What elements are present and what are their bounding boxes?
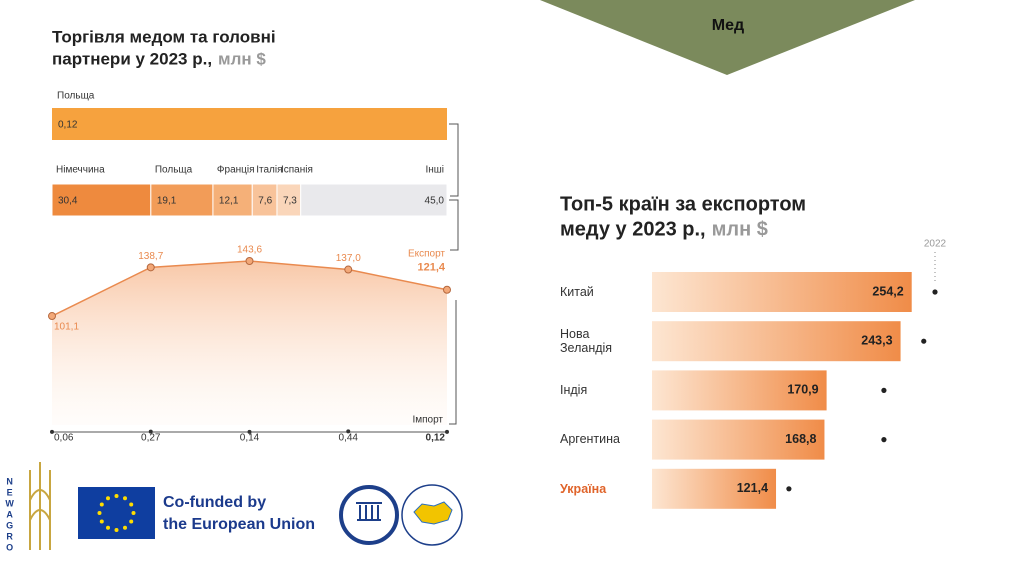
category-label: Індія	[560, 383, 588, 398]
eu-star	[106, 525, 110, 530]
university-logo-columns	[356, 502, 382, 521]
eu-star	[114, 494, 119, 498]
bar	[652, 419, 825, 460]
value-label: 121,4	[737, 481, 768, 495]
category-label: Франція	[217, 165, 255, 176]
point	[346, 429, 351, 434]
value-label: 121,4	[417, 262, 445, 274]
value-label: 143,6	[237, 245, 262, 256]
value-label: 7,3	[283, 196, 297, 207]
eu-star	[106, 496, 110, 501]
eu-star	[97, 511, 102, 515]
newagro-vertical: NEWAGRO	[5, 477, 15, 554]
legend-label: 2022	[924, 239, 947, 250]
area	[52, 261, 447, 425]
point	[146, 263, 155, 272]
eu-star	[114, 528, 119, 532]
ukraine-map	[413, 501, 453, 525]
category-label: Німеччина	[56, 165, 105, 176]
value-label: 0,27	[141, 433, 161, 444]
bracket	[449, 123, 459, 197]
value-label: 168,8	[785, 432, 816, 446]
marker-2022	[786, 486, 792, 492]
category-label: Італія	[256, 165, 282, 176]
bar	[652, 370, 827, 411]
category-label: Польща	[57, 91, 95, 102]
value-label: 137,0	[336, 253, 361, 264]
category-label: Польща	[155, 165, 193, 176]
header-banner	[540, 0, 915, 75]
chart-title-unit: млн $	[218, 49, 266, 68]
series-label: Імпорт	[412, 415, 443, 426]
header-title: Мед	[712, 17, 744, 34]
bar-segment	[300, 183, 448, 217]
value-label: 0,12	[426, 433, 446, 444]
eu-star	[99, 519, 104, 524]
value-label: 12,1	[219, 196, 239, 207]
chart-title-unit: млн $	[712, 218, 768, 240]
chart-title: Торгівля медом та головні	[52, 27, 276, 46]
bar	[652, 321, 901, 362]
bar-segment	[150, 183, 214, 217]
marker-2022	[881, 387, 887, 393]
chart-title: партнери у 2023 р.,	[52, 49, 212, 68]
value-label: 254,2	[872, 284, 903, 298]
eu-text: Co-funded by	[163, 494, 266, 511]
value-label: 0,12	[58, 120, 78, 131]
chart-title: Топ-5 країн за експортом	[560, 193, 806, 215]
category-label: Нова Зеландія	[560, 326, 613, 356]
marker-2022	[881, 437, 887, 443]
category-label: Інші	[425, 165, 444, 176]
point	[344, 265, 353, 274]
bar-segment	[251, 183, 278, 217]
value-label: 101,1	[54, 322, 79, 333]
value-label: 19,1	[157, 196, 177, 207]
eu-star	[129, 502, 134, 507]
eu-star	[123, 525, 127, 530]
eu-star	[99, 502, 104, 507]
bar	[652, 468, 777, 509]
point	[48, 312, 56, 321]
category-label: Іспанія	[281, 165, 313, 176]
point	[445, 429, 449, 434]
value-label: 170,9	[787, 383, 818, 397]
category-label: Україна	[560, 481, 607, 496]
newagro-logo	[29, 462, 51, 550]
point	[247, 429, 252, 434]
point	[50, 429, 54, 434]
point	[443, 285, 451, 294]
point	[148, 429, 153, 434]
marker-2022	[932, 289, 938, 295]
bracket	[449, 199, 459, 251]
marker-2022	[921, 338, 927, 344]
eu-star	[123, 496, 127, 501]
bar	[52, 108, 447, 140]
value-label: 30,4	[58, 196, 78, 207]
university-logo	[339, 485, 399, 545]
value-label: 138,7	[138, 251, 163, 262]
value-label: 0,06	[54, 433, 74, 444]
value-label: 45,0	[425, 196, 445, 207]
value-label: 243,3	[861, 333, 892, 347]
eu-text: the European Union	[163, 516, 315, 533]
bar-segment	[51, 183, 152, 217]
eu-star	[129, 519, 134, 524]
value-label: 0,14	[240, 433, 260, 444]
value-label: 0,44	[339, 433, 359, 444]
point	[245, 257, 254, 265]
bar	[652, 272, 912, 312]
chart-title: меду у 2023 р.,	[560, 218, 706, 240]
eu-star	[131, 511, 136, 515]
category-label: Аргентина	[560, 432, 620, 447]
series-label: Експорт	[408, 248, 445, 259]
eu-stars	[97, 494, 136, 532]
value-label: 7,6	[258, 196, 272, 207]
category-label: Китай	[560, 284, 594, 299]
bracket	[449, 300, 457, 425]
